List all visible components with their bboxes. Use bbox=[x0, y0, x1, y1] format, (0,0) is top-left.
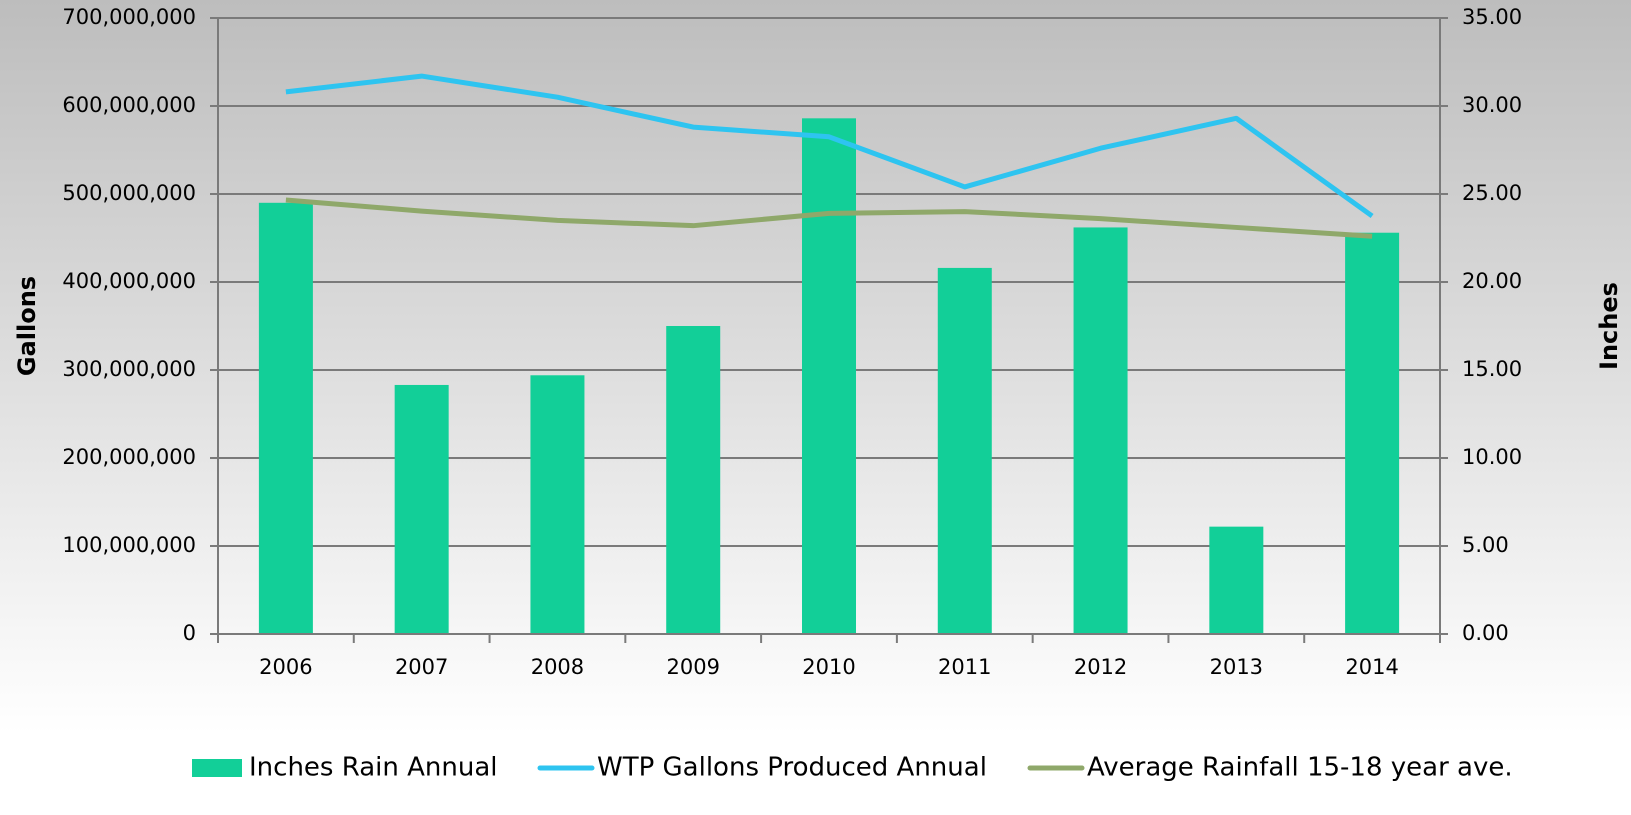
y-tick-label: 200,000,000 bbox=[62, 445, 196, 469]
y-tick-label: 400,000,000 bbox=[62, 269, 196, 293]
bar bbox=[258, 202, 313, 635]
x-tick-label: 2013 bbox=[1210, 655, 1263, 679]
y-tick-label: 600,000,000 bbox=[62, 93, 196, 117]
x-tick-label: 2011 bbox=[938, 655, 991, 679]
legend-label: Average Rainfall 15-18 year ave. bbox=[1087, 753, 1513, 783]
y-axis-title: Gallons bbox=[13, 276, 41, 376]
bar bbox=[802, 118, 856, 634]
y-tick-label: 700,000,000 bbox=[62, 5, 196, 29]
y2-tick-label: 30.00 bbox=[1462, 93, 1522, 117]
legend-swatch bbox=[192, 759, 242, 777]
x-tick-label: 2012 bbox=[1074, 655, 1127, 679]
y2-tick-label: 35.00 bbox=[1462, 5, 1522, 29]
y2-tick-label: 0.00 bbox=[1462, 621, 1509, 645]
y-tick-label: 300,000,000 bbox=[62, 357, 196, 381]
y2-axis-title: Inches bbox=[1595, 282, 1623, 370]
bar bbox=[1209, 526, 1264, 634]
x-tick-label: 2007 bbox=[395, 655, 448, 679]
y2-tick-label: 10.00 bbox=[1462, 445, 1522, 469]
x-tick-label: 2006 bbox=[259, 655, 312, 679]
y-tick-label: 100,000,000 bbox=[62, 533, 196, 557]
x-tick-label: 2009 bbox=[666, 655, 719, 679]
y-tick-label: 500,000,000 bbox=[62, 181, 196, 205]
legend-label: Inches Rain Annual bbox=[249, 753, 498, 783]
bar bbox=[937, 267, 992, 634]
bar bbox=[1345, 232, 1400, 634]
y-tick-label: 0 bbox=[183, 621, 196, 645]
y2-tick-label: 20.00 bbox=[1462, 269, 1522, 293]
bar bbox=[1073, 227, 1128, 634]
x-tick-label: 2008 bbox=[531, 655, 584, 679]
line bbox=[285, 73, 1374, 219]
legend-label: WTP Gallons Produced Annual bbox=[597, 753, 987, 783]
bar bbox=[666, 326, 721, 634]
y2-tick-label: 25.00 bbox=[1462, 181, 1522, 205]
bar bbox=[530, 375, 585, 634]
x-tick-label: 2014 bbox=[1345, 655, 1398, 679]
bar bbox=[394, 384, 449, 634]
y2-tick-label: 15.00 bbox=[1462, 357, 1522, 381]
x-tick-label: 2010 bbox=[802, 655, 855, 679]
line bbox=[285, 197, 1373, 239]
y2-tick-label: 5.00 bbox=[1462, 533, 1509, 557]
